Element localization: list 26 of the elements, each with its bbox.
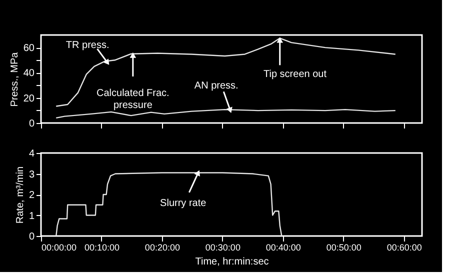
x-tick-label: 00:50:00 — [326, 242, 362, 252]
annotation: Slurry rate — [160, 198, 207, 209]
x-tick-label: 00:40:00 — [266, 242, 301, 252]
y-tick-label: 1 — [28, 210, 35, 222]
line-series — [56, 172, 282, 237]
x-tick-label: 00:20:00 — [144, 242, 180, 252]
x-tick-label: 00:10:00 — [84, 242, 120, 252]
y-tick-label: 60 — [23, 43, 35, 54]
x-axis-title: Time, hr:min:sec — [195, 256, 269, 268]
annotation: AN press. — [194, 80, 238, 92]
x-tick-label: 00:00:00 — [42, 242, 77, 252]
annotation: TR press. — [66, 40, 110, 52]
annotation: Calculated Frac. pressure — [96, 88, 170, 111]
y-tick-label: 40 — [23, 68, 35, 80]
y-tick-label: 4 — [28, 148, 35, 160]
x-tick-label: 00:60:00 — [386, 242, 422, 252]
line-series — [56, 108, 396, 119]
y-tick-label: 0 — [28, 232, 35, 242]
y-tick-label: 2 — [28, 190, 35, 201]
y-tick-label: 20 — [23, 93, 35, 104]
y-axis-title: Rate, m³/min — [14, 166, 26, 224]
annotation: Tip screen out — [264, 68, 327, 80]
y-tick-label: 3 — [28, 169, 35, 180]
y-axis-title: Press., MPa — [9, 52, 20, 107]
x-tick-label: 00:30:00 — [205, 242, 240, 252]
y-tick-label: 0 — [28, 118, 35, 130]
